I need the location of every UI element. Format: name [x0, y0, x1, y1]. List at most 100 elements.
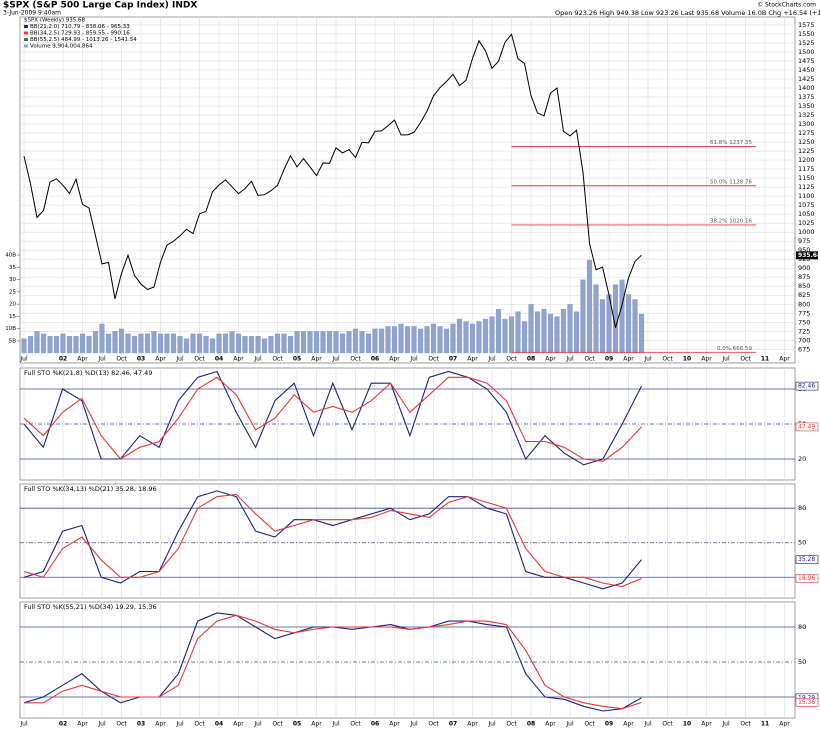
- x-tick-label: Jul: [175, 721, 184, 728]
- y-tick-label: 1525: [798, 39, 815, 47]
- y-tick-label: 1075: [798, 201, 815, 209]
- volume-bar: [47, 336, 53, 354]
- x-tick-label: Jul: [565, 721, 574, 728]
- x-tick-label: Apr: [779, 721, 790, 728]
- value-label: 15.36: [798, 699, 815, 706]
- volume-bar: [53, 336, 60, 354]
- fib-label: 50.0% 1128.76: [710, 179, 752, 185]
- volume-bar: [619, 279, 625, 354]
- x-tick-label: Apr: [233, 721, 244, 728]
- volume-bar: [151, 331, 157, 354]
- volume-bar: [560, 309, 567, 354]
- volume-bar: [313, 331, 320, 354]
- x-tick-label: Apr: [623, 721, 634, 728]
- volume-bar: [79, 333, 86, 354]
- legend-entry: BB(34,2.5) 729.93 - 859.55 - 990.16: [30, 31, 130, 37]
- volume-bar: [385, 326, 391, 354]
- y-tick-label: 1550: [798, 30, 815, 38]
- x-tick-label: Jul: [97, 721, 106, 728]
- y-tick-label: 20: [798, 455, 806, 463]
- value-label: 82.46: [798, 383, 815, 390]
- volume-bar: [424, 326, 430, 354]
- x-tick-label: Apr: [623, 356, 634, 363]
- x-tick-label: Oct: [662, 356, 673, 363]
- x-tick-label: Jul: [643, 721, 652, 728]
- chart-title: $SPX (S&P 500 Large Cap Index) INDX: [3, 1, 197, 11]
- y-tick-label: 1275: [798, 129, 815, 137]
- y-tick-label: 800: [798, 300, 810, 308]
- x-tick-label: Apr: [389, 721, 400, 728]
- volume-bar: [99, 323, 105, 354]
- x-tick-label: Jul: [19, 356, 28, 363]
- volume-bar: [190, 333, 196, 354]
- volume-bar: [21, 338, 27, 354]
- last-label: 935.68: [798, 252, 820, 259]
- x-tick-label: Jul: [253, 356, 262, 363]
- volume-bar: [612, 284, 619, 354]
- x-tick-label: Apr: [389, 356, 400, 363]
- x-tick-label: Apr: [779, 356, 790, 363]
- x-tick-label: Jul: [331, 721, 340, 728]
- x-tick-label: 08: [527, 356, 535, 363]
- y-tick-label: 1050: [798, 210, 815, 218]
- x-tick-label: 08: [527, 721, 535, 728]
- last-box: [796, 251, 818, 260]
- volume-bar: [463, 321, 469, 354]
- x-tick-label: Oct: [350, 721, 361, 728]
- x-tick-label: Jul: [97, 356, 106, 363]
- x-tick-label: 02: [59, 356, 67, 363]
- volume-bar: [300, 331, 307, 354]
- volume-bar: [125, 333, 131, 354]
- x-tick-label: 03: [137, 721, 145, 728]
- volume-bar: [593, 284, 599, 354]
- x-tick-label: Apr: [233, 356, 244, 363]
- volume-bar: [326, 331, 333, 354]
- volume-bar: [469, 323, 476, 354]
- x-tick-label: 11: [761, 356, 769, 363]
- fib-label: 0.0% 666.59: [717, 346, 752, 352]
- value-label: 19.29: [798, 694, 815, 701]
- volume-bar: [417, 328, 424, 354]
- y2-tick-label: 25: [9, 289, 16, 295]
- volume-bar: [391, 326, 398, 354]
- volume-bar: [450, 323, 456, 354]
- y-tick-label: 80: [798, 504, 806, 512]
- x-tick-label: 07: [449, 356, 457, 363]
- y-tick-label: 1425: [798, 75, 815, 83]
- volume-bar: [333, 331, 339, 354]
- volume-bar: [34, 331, 40, 354]
- volume-bar: [547, 313, 554, 354]
- volume-bar: [606, 294, 612, 354]
- volume-bar: [105, 333, 112, 354]
- x-tick-label: 09: [605, 721, 613, 728]
- legend-swatch: [24, 25, 28, 28]
- volume-bar: [281, 333, 287, 354]
- value-label: 35.28: [798, 556, 815, 563]
- volume-bar: [209, 338, 216, 354]
- volume-bar: [27, 336, 34, 354]
- x-tick-label: Oct: [194, 356, 205, 363]
- y-tick-label: 1200: [798, 156, 815, 164]
- x-tick-label: Jul: [409, 721, 418, 728]
- volume-bar: [274, 333, 281, 354]
- volume-bar: [586, 259, 593, 354]
- volume-bar: [60, 333, 66, 354]
- volume-bar: [229, 331, 235, 354]
- volume-bar: [541, 309, 547, 354]
- x-tick-label: Apr: [467, 356, 478, 363]
- fib-label: 38.2% 1020.16: [710, 218, 752, 224]
- y-tick-label: 1475: [798, 57, 815, 65]
- x-tick-label: Apr: [77, 356, 88, 363]
- volume-bar: [144, 333, 151, 354]
- volume-bar: [242, 336, 248, 354]
- credit: © StockCharts.com: [757, 2, 816, 9]
- value-label: 47.49: [798, 423, 815, 430]
- y-tick-label: 725: [798, 327, 810, 335]
- sto-line: [23, 370, 642, 466]
- legend-entry: BB(21,2.0) 710.79 - 838.06 - 965.33: [30, 24, 130, 30]
- volume-bar: [625, 294, 632, 354]
- x-tick-label: Jul: [19, 721, 28, 728]
- y-tick-label: 900: [798, 264, 810, 272]
- volume-bar: [632, 299, 638, 354]
- x-tick-label: 04: [215, 356, 223, 363]
